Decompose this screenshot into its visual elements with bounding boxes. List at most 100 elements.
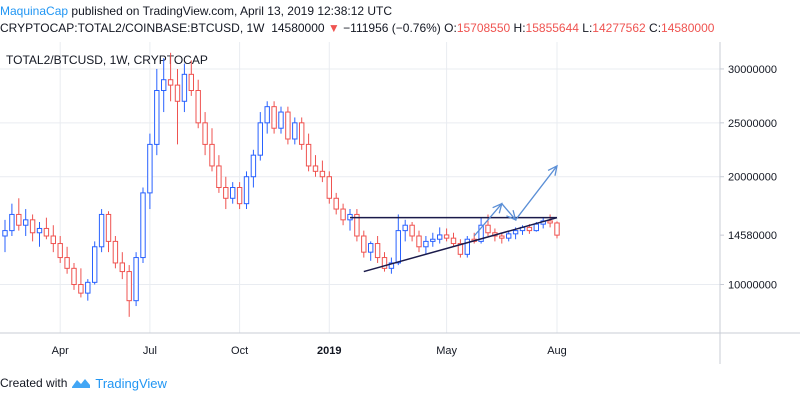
low-value: 14277562: [592, 21, 646, 35]
candle-body: [243, 176, 250, 205]
tradingview-brand-link[interactable]: TradingView: [95, 375, 167, 391]
candle-body: [271, 106, 277, 129]
candle: [285, 106, 291, 145]
candle-body: [285, 111, 291, 140]
candle-body: [437, 234, 443, 240]
candle: [154, 68, 160, 156]
candle: [437, 227, 443, 244]
candle-body: [299, 122, 305, 145]
candle-body: [202, 122, 208, 145]
candle-body: [126, 271, 132, 302]
candle: [368, 241, 374, 261]
candle: [126, 265, 132, 317]
candle: [195, 79, 201, 129]
candle: [450, 232, 457, 247]
candle-body: [402, 224, 408, 232]
high-label: H:: [513, 21, 526, 35]
open-label: O:: [444, 21, 457, 35]
candle: [402, 219, 408, 242]
candle-body: [174, 84, 181, 102]
candle: [85, 279, 91, 301]
candle-body: [57, 243, 63, 259]
time-axis[interactable]: Oct2018AprJulOct2019MayAug: [0, 345, 567, 357]
candle-body: [195, 90, 201, 124]
candle-body: [305, 143, 312, 167]
candle: [299, 117, 305, 150]
candle-body: [133, 257, 139, 302]
candle-body: [450, 237, 457, 245]
candle: [243, 171, 250, 210]
price-tick-label: 30000000: [728, 64, 777, 76]
candle-body: [92, 246, 98, 283]
candle: [161, 58, 167, 113]
candle: [423, 236, 429, 255]
candle: [443, 228, 450, 242]
publisher-name[interactable]: MaquinaCap: [0, 4, 69, 18]
candle: [36, 221, 43, 247]
candle: [264, 101, 270, 134]
price-tick-label: 10000000: [728, 280, 777, 292]
candle-body: [264, 106, 270, 124]
candle: [57, 236, 63, 263]
candle: [381, 252, 388, 272]
candle-body: [216, 165, 222, 188]
candle: [112, 236, 119, 269]
candle-body: [368, 243, 374, 253]
candle: [554, 221, 560, 239]
candle-body: [512, 230, 519, 235]
candle-body: [395, 230, 402, 264]
open-value: 15708550: [456, 21, 511, 35]
candle: [202, 112, 208, 156]
candle: [71, 262, 77, 290]
candle: [347, 209, 353, 231]
candle-body: [423, 240, 429, 248]
close-value: 14580000: [661, 21, 715, 35]
projection-arrowhead-icon: [492, 202, 503, 214]
candle: [105, 211, 112, 253]
candle-body: [457, 243, 464, 255]
candle-body: [85, 281, 91, 294]
candle: [257, 112, 264, 161]
projection-path[interactable]: [473, 165, 558, 237]
candle-body: [64, 257, 70, 269]
candle-body: [112, 240, 119, 264]
grid-lines: [0, 42, 720, 333]
candle: [230, 182, 236, 204]
current-price-tag: [721, 227, 800, 244]
candle-body: [209, 143, 215, 167]
price-axis[interactable]: 30000000 25000000 20000000 14580000 10000000: [720, 64, 800, 292]
candle: [292, 117, 298, 145]
symbol-name: CRYPTOCAP:TOTAL2/COINBASE:BTCUSD, 1W: [0, 21, 265, 35]
candle-body: [374, 243, 381, 259]
candle: [188, 60, 195, 96]
candle: [29, 214, 36, 242]
candle: [499, 232, 505, 244]
price-chart[interactable]: TOTAL2/BTCUSD, 1W, CRYPTOCAP 30000000 250…: [0, 42, 800, 364]
candle-body: [464, 238, 471, 255]
candle: [395, 214, 402, 266]
candle-body: [478, 224, 484, 242]
candle-body: [319, 170, 326, 178]
candle-body: [188, 73, 195, 91]
candle: [9, 203, 15, 236]
candle: [216, 155, 222, 193]
time-tick-label: Aug: [547, 345, 567, 357]
candle-body: [2, 230, 8, 237]
candle-body: [223, 187, 229, 199]
candle-body: [554, 222, 560, 236]
candle: [374, 236, 381, 263]
candle: [174, 68, 181, 145]
candle: [250, 149, 257, 188]
candle-body: [71, 267, 77, 285]
price-change: −111956 (−0.76%): [343, 21, 441, 35]
candle: [133, 252, 139, 307]
created-with-label: Created with: [0, 376, 68, 390]
candle-body: [119, 262, 125, 273]
chart-title: TOTAL2/BTCUSD, 1W, CRYPTOCAP: [6, 53, 208, 67]
last-price: 14580000: [271, 21, 325, 35]
candle: [2, 219, 8, 253]
candle-body: [533, 223, 539, 232]
support-line[interactable]: [363, 216, 558, 273]
candle: [416, 230, 422, 253]
candle-body: [161, 79, 167, 91]
